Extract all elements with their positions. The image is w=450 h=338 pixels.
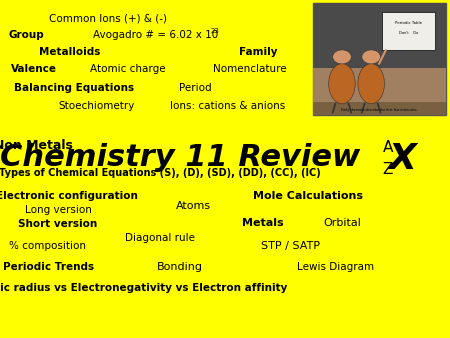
- Text: Metalloids: Metalloids: [39, 47, 100, 57]
- Text: Short version: Short version: [18, 219, 97, 229]
- Text: Chemistry 11 Review: Chemistry 11 Review: [0, 143, 360, 172]
- Text: Lewis Diagram: Lewis Diagram: [297, 262, 374, 272]
- Text: Mole Calculations: Mole Calculations: [253, 191, 363, 201]
- Text: Early chemists describe the first few molecules.: Early chemists describe the first few mo…: [341, 108, 418, 113]
- Text: Electronic configuration: Electronic configuration: [0, 191, 138, 201]
- Text: Z: Z: [382, 162, 393, 177]
- Text: Family: Family: [239, 47, 278, 57]
- Text: STP / SATP: STP / SATP: [261, 241, 320, 251]
- Text: Ions: cations & anions: Ions: cations & anions: [170, 101, 285, 112]
- Text: Atoms: Atoms: [176, 200, 211, 211]
- Text: Balancing Equations: Balancing Equations: [14, 83, 134, 93]
- Bar: [313, 3, 446, 68]
- Text: Non Metals: Non Metals: [0, 139, 73, 152]
- Bar: [313, 101, 446, 115]
- Text: Common Ions (+) & (-): Common Ions (+) & (-): [49, 14, 167, 24]
- Text: Periodic Table: Periodic Table: [395, 21, 422, 25]
- Ellipse shape: [328, 64, 355, 104]
- Ellipse shape: [358, 64, 384, 104]
- Text: A: A: [382, 140, 393, 154]
- Text: Atomic charge: Atomic charge: [90, 64, 166, 74]
- Text: Nomenclature: Nomenclature: [213, 64, 287, 74]
- Text: Valence: Valence: [11, 64, 57, 74]
- Text: % composition: % composition: [9, 241, 86, 251]
- Text: Group: Group: [8, 30, 44, 41]
- Text: Don't    Do: Don't Do: [399, 31, 418, 35]
- Text: Period: Period: [180, 83, 212, 93]
- Text: Stoechiometry: Stoechiometry: [58, 101, 135, 112]
- Text: Long version: Long version: [25, 205, 92, 215]
- Bar: [313, 68, 446, 104]
- Text: 23: 23: [211, 28, 220, 34]
- Text: Bonding: Bonding: [157, 262, 203, 272]
- Bar: [313, 3, 446, 115]
- Text: Metals: Metals: [243, 218, 284, 228]
- Text: Diagonal rule: Diagonal rule: [125, 233, 195, 243]
- Text: Periodic Trends: Periodic Trends: [3, 262, 94, 272]
- Text: Avogadro # = 6.02 x 10: Avogadro # = 6.02 x 10: [93, 30, 218, 41]
- Circle shape: [362, 50, 380, 64]
- Text: Types of Chemical Equations (S), (D), (SD), (DD), (CC), (IC): Types of Chemical Equations (S), (D), (S…: [0, 168, 320, 178]
- Text: Orbital: Orbital: [323, 218, 361, 228]
- Text: X: X: [389, 142, 417, 176]
- Bar: [382, 12, 435, 50]
- Text: Atomic radius vs Electronegativity vs Electron affinity: Atomic radius vs Electronegativity vs El…: [0, 283, 288, 293]
- Circle shape: [333, 50, 351, 64]
